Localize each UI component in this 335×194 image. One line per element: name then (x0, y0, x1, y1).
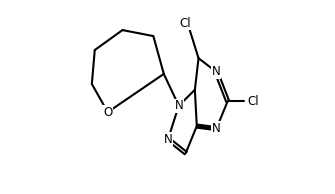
Text: O: O (103, 106, 112, 119)
Text: N: N (212, 122, 221, 135)
Text: Cl: Cl (247, 95, 259, 108)
Text: N: N (164, 133, 173, 146)
Text: Cl: Cl (179, 17, 191, 30)
Text: N: N (175, 99, 183, 112)
Text: N: N (212, 65, 220, 78)
